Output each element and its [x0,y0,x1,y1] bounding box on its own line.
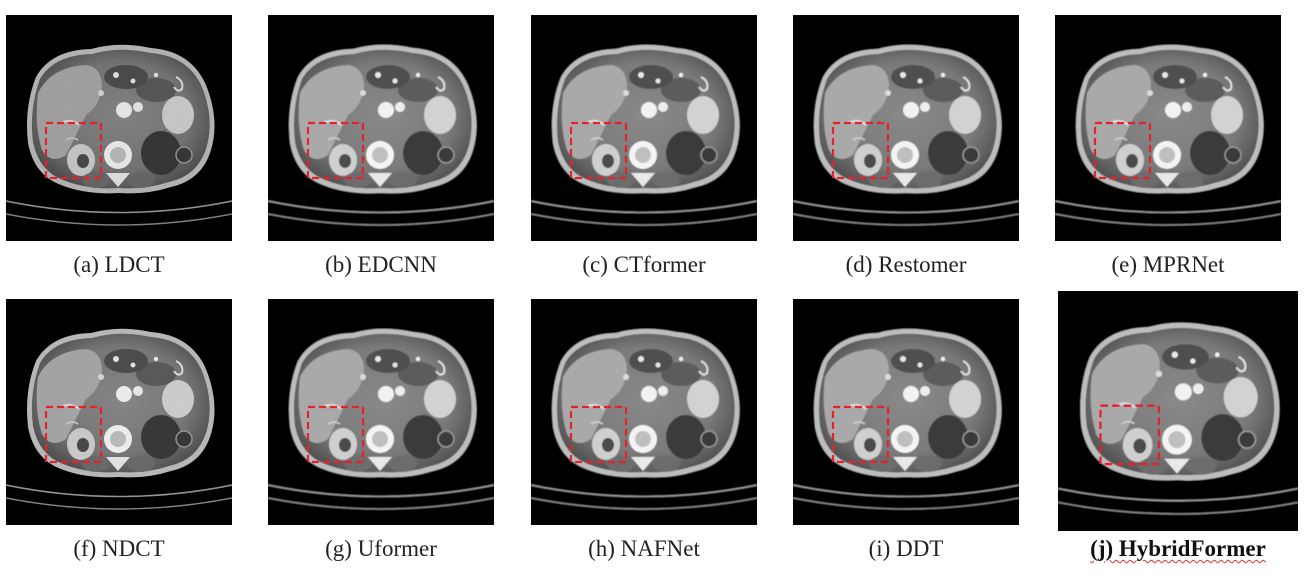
roi-box [1099,404,1161,466]
roi-box [831,405,890,464]
roi-box [569,121,628,180]
ct-image-j [1058,291,1298,531]
roi-box [306,405,365,464]
ct-slice-drawing [531,299,757,525]
ct-slice-drawing [268,299,494,525]
caption-d: (d) Restomer [845,252,967,277]
ct-slice-drawing [268,15,494,241]
ct-slice-drawing [1058,291,1298,531]
roi-box [1093,121,1152,180]
caption-b: (b) EDCNN [325,252,437,277]
caption-c: (c) CTformer [582,252,706,277]
ct-slice-drawing [6,15,232,241]
caption-j: (j) HybridFormer [1090,536,1266,561]
ct-image-f [6,299,232,525]
roi-box [306,121,365,180]
roi-box [569,405,628,464]
ct-slice-drawing [793,299,1019,525]
caption-i: (i) DDT [868,536,944,561]
ct-image-d [793,15,1019,241]
ct-slice-drawing [1055,15,1281,241]
ct-slice-drawing [6,299,232,525]
caption-a: (a) LDCT [73,252,165,277]
ct-image-e [1055,15,1281,241]
ct-slice-drawing [531,15,757,241]
roi-box [44,121,103,180]
ct-slice-drawing [793,15,1019,241]
ct-image-g [268,299,494,525]
roi-box [831,121,890,180]
ct-image-b [268,15,494,241]
caption-g: (g) Uformer [325,536,437,561]
caption-e: (e) MPRNet [1111,252,1225,277]
caption-h: (h) NAFNet [588,536,700,561]
caption-f: (f) NDCT [73,536,165,561]
ct-image-c [531,15,757,241]
ct-image-a [6,15,232,241]
ct-image-h [531,299,757,525]
ct-image-i [793,299,1019,525]
roi-box [44,405,103,464]
